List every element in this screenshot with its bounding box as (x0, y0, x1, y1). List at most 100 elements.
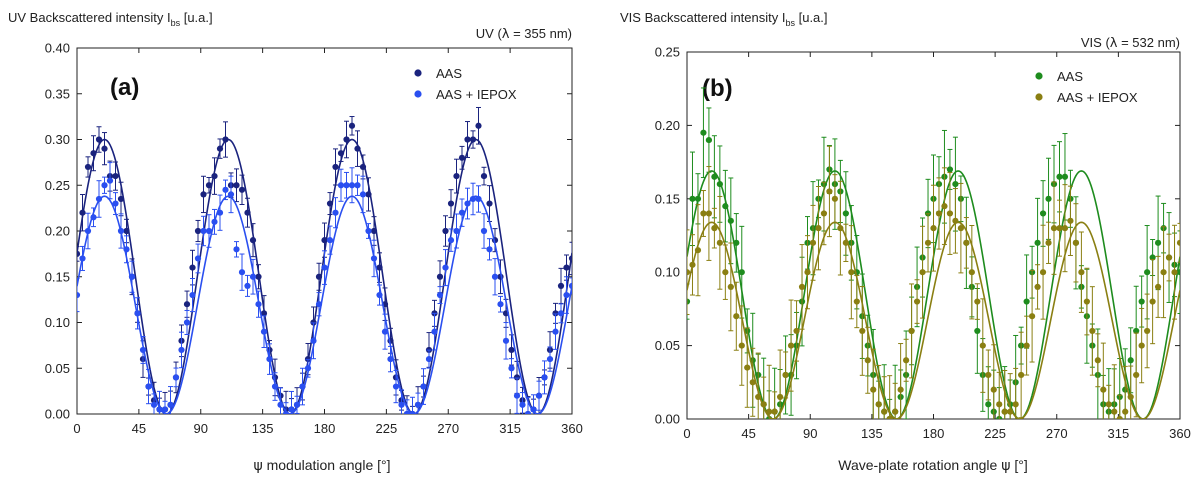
panel-b-y-tick-label: 0.15 (655, 191, 680, 206)
panel-b-data-point-aas (1023, 298, 1030, 305)
panel-a-legend-marker-iepox (414, 90, 422, 98)
panel-a-data-point-aas (354, 145, 361, 152)
panel-b-data-point-iepox (1176, 239, 1180, 246)
panel-b-data-point-iepox (831, 195, 839, 202)
panel-a-data-point-iepox (189, 291, 196, 299)
panel-a-y-tick-label: 0.40 (45, 41, 70, 56)
panel-b-data-point-iepox (946, 210, 954, 217)
panel-a-data-point-aas (112, 173, 119, 180)
panel-a-data-point-aas (513, 374, 521, 381)
panel-a-x-tick-label: 315 (499, 421, 521, 436)
panel-b-data-point-aas (1127, 357, 1134, 364)
panel-a-data-point-aas (568, 255, 572, 262)
panel-b-data-point-iepox (1083, 298, 1090, 305)
panel-b-data-point-iepox (722, 269, 729, 276)
panel-a-data-point-aas (194, 227, 202, 235)
panel-b-data-point-iepox (744, 364, 751, 371)
panel-b-data-point-iepox (952, 217, 959, 224)
panel-b-data-point-iepox (881, 408, 888, 415)
panel-a-data-point-aas (315, 273, 323, 280)
panel-b-data-point-iepox (1034, 283, 1041, 290)
panel-b-data-point-iepox (1061, 225, 1069, 232)
panel-a-data-point-iepox (233, 246, 240, 253)
panel-a-x-tick-label: 270 (437, 421, 459, 436)
panel-a-data-point-aas (552, 310, 559, 317)
panel-a-data-point-iepox (480, 227, 488, 235)
panel-b-data-point-iepox (1045, 239, 1052, 246)
panel-a-data-point-iepox (293, 401, 301, 408)
panel-a-data-point-iepox (332, 209, 339, 216)
panel-b-data-point-iepox (798, 283, 806, 290)
panel-b-data-point-iepox (1089, 327, 1096, 335)
panel-a-data-point-aas (84, 163, 92, 171)
panel-b-x-tick-label: 0 (683, 426, 690, 441)
panel-b-data-point-iepox (1023, 342, 1030, 349)
panel-b-legend-marker-aas (1035, 72, 1043, 80)
panel-a-data-point-aas (77, 250, 81, 257)
panel-b-data-point-aas (1133, 327, 1140, 335)
panel-a-legend: AAS AAS + IEPOX (414, 66, 517, 102)
panel-a-data-point-aas (238, 186, 246, 193)
panel-b-data-point-aas (733, 239, 740, 246)
panel-a-data-point-aas (189, 264, 196, 271)
panel-a-legend-label-aas: AAS (436, 66, 462, 81)
panel-a-data-point-iepox (134, 310, 141, 317)
panel-a-data-point-aas (480, 173, 488, 180)
panel-b-data-point-iepox (815, 225, 822, 232)
panel-a-data-point-iepox (299, 383, 306, 390)
panel-b-x-tick-label: 270 (1046, 426, 1068, 441)
panel-b-x-tick-label: 360 (1169, 426, 1191, 441)
panel-a-data-point-aas (205, 182, 213, 189)
panel-a-data-point-iepox (530, 406, 537, 413)
panel-a-data-point-aas (222, 136, 229, 143)
panel-b-x-tick-label: 315 (1108, 426, 1130, 441)
panel-a-data-point-aas (244, 209, 251, 216)
panel-a-data-point-aas (233, 182, 240, 189)
panel-a-data-point-iepox (321, 264, 328, 271)
panel-a-data-point-iepox (343, 182, 350, 189)
panel-b-data-point-iepox (705, 210, 713, 217)
panel-a-data-point-iepox (436, 291, 444, 299)
panel-a-data-point-iepox (475, 195, 482, 203)
panel-a-data-point-iepox (469, 195, 477, 203)
panel-a-data-point-aas (337, 150, 345, 157)
panel-b-data-point-iepox (930, 225, 937, 232)
panel-a-title: UV Backscattered intensity Ibs [u.a.] (8, 10, 213, 28)
panel-b-data-point-iepox (1138, 342, 1145, 349)
panel-b-data-point-iepox (864, 357, 871, 364)
panel-b-data-point-iepox (963, 239, 970, 246)
panel-a-data-point-iepox (260, 328, 268, 335)
panel-a-data-point-iepox (123, 246, 130, 253)
panel-a-data-point-aas (249, 237, 257, 244)
panel-b-data-point-iepox (957, 225, 964, 232)
panel-b-data-point-aas (1144, 269, 1151, 276)
panel-b-data-point-iepox (853, 298, 860, 305)
panel-b-data-point-iepox (985, 371, 992, 379)
panel-b-data-point-iepox (777, 393, 784, 401)
panel-b-data-point-iepox (1127, 393, 1134, 401)
panel-a-y-tick-label: 0.05 (45, 361, 70, 376)
panel-a-data-point-iepox (211, 218, 218, 225)
panel-b-data-point-iepox (974, 298, 981, 305)
panel-a-data-point-aas (101, 145, 108, 152)
panel-a-data-point-iepox (381, 328, 389, 335)
panel-b-data-point-iepox (1050, 225, 1058, 232)
panel-a-data-point-iepox (425, 356, 433, 363)
panel-b-data-point-iepox (711, 225, 718, 232)
panel-b-data-point-iepox (848, 269, 855, 276)
panel-b-data-point-iepox (793, 327, 800, 335)
panel-a-x-tick-label: 90 (194, 421, 208, 436)
panel-b-data-point-iepox (968, 269, 975, 276)
panel-b-data-point-aas (985, 401, 992, 408)
panel-b-data-point-iepox (689, 261, 696, 268)
panel-a-data-point-iepox (310, 337, 317, 344)
panel-b-data-point-iepox (919, 269, 926, 276)
panel-b-data-point-aas (700, 129, 707, 136)
panel-a-y-tick-label: 0.35 (45, 86, 70, 101)
panel-b-data-point-iepox (996, 401, 1003, 408)
panel-a-data-point-aas (486, 200, 493, 207)
panel-a-y-tick-label: 0.00 (45, 407, 70, 422)
panel-b-data-point-iepox (859, 327, 866, 335)
panel-a-data-point-aas (343, 136, 350, 143)
panel-a-data-point-iepox (376, 291, 383, 299)
